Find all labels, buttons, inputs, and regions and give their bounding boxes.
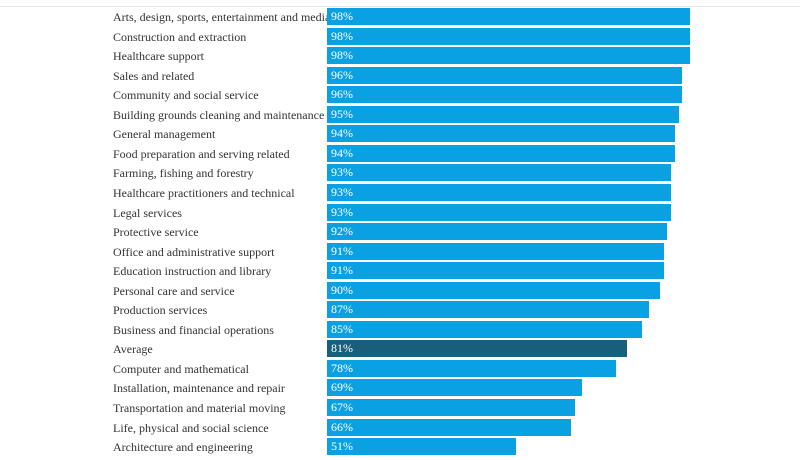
category-label: Arts, design, sports, entertainment and … (113, 10, 331, 24)
bar (327, 418, 572, 436)
top-divider (0, 6, 800, 7)
bar (327, 203, 672, 221)
bar-row-computer-and-mathematical: Computer and mathematical 78% (0, 359, 800, 380)
value-label: 81% (331, 341, 353, 356)
value-label: 94% (331, 145, 353, 160)
value-label: 96% (331, 87, 353, 102)
bar-row-legal-services: Legal services 93% (0, 203, 800, 224)
value-label: 95% (331, 106, 353, 121)
category-label: Personal care and service (113, 283, 235, 298)
category-label: Healthcare support (113, 49, 204, 64)
category-label: Protective service (113, 225, 199, 240)
bar-row-protective-service: Protective service 92% (0, 223, 800, 243)
bar (327, 8, 690, 25)
bar (327, 320, 642, 338)
category-label: Computer and mathematical (113, 361, 249, 376)
category-label: Production services (113, 303, 208, 318)
category-label: Installation, maintenance and repair (113, 381, 285, 396)
value-label: 85% (331, 321, 353, 336)
bar (327, 144, 675, 162)
bar-row-business-and-financial-operations: Business and financial operations 85% (0, 320, 800, 341)
value-label: 67% (331, 400, 353, 414)
bar-row-average: Average 81% (0, 340, 800, 360)
bar-row-life-physical-and-social-science: Life, physical and social science 66% (0, 418, 800, 439)
value-label: 92% (331, 224, 353, 239)
bar (327, 281, 660, 299)
bar (327, 183, 672, 201)
bar (327, 301, 649, 319)
category-label: Life, physical and social science (113, 420, 269, 435)
category-label: Healthcare practitioners and technical (113, 185, 295, 200)
category-label: Average (113, 342, 153, 357)
value-label: 69% (331, 380, 353, 395)
bar-row-production-services: Production services 87% (0, 301, 800, 321)
category-label: Business and financial operations (113, 322, 274, 337)
bar (327, 262, 664, 280)
bar-row-community-and-social-service: Community and social service 96% (0, 86, 800, 106)
value-label: 90% (331, 282, 353, 297)
value-label: 91% (331, 263, 353, 278)
category-label: Architecture and engineering (113, 440, 253, 455)
value-label: 66% (331, 419, 353, 434)
value-label: 87% (331, 302, 353, 317)
value-label: 98% (331, 48, 353, 63)
bar (327, 27, 690, 45)
bar-row-architecture-and-engineering: Architecture and engineering 51% (0, 438, 800, 458)
value-label: 96% (331, 67, 353, 82)
category-label: Farming, fishing and forestry (113, 166, 254, 181)
bar-row-education-instruction-and-library: Education instruction and library 91% (0, 262, 800, 282)
category-label: Food preparation and serving related (113, 146, 290, 161)
bar-row-farming-fishing-and-forestry: Farming, fishing and forestry 93% (0, 164, 800, 184)
value-label: 93% (331, 165, 353, 180)
value-label: 94% (331, 126, 353, 141)
bar-row-transportation-and-material-moving: Transportation and material moving 67% (0, 399, 800, 419)
bar-row-general-management: General management 94% (0, 125, 800, 145)
bar-row-construction-and-extraction: Construction and extraction 98% (0, 27, 800, 48)
value-label: 91% (331, 243, 353, 258)
bar-row-food-preparation-and-serving-related: Food preparation and serving related 94% (0, 144, 800, 165)
bar (327, 223, 668, 241)
value-label: 78% (331, 360, 353, 375)
category-label: Building grounds cleaning and maintenanc… (113, 107, 325, 122)
bar-row-healthcare-practitioners-and-technical: Healthcare practitioners and technical 93… (0, 183, 800, 204)
bar-row-arts-design-sports-entertainment-and-media: Arts, design, sports, entertainment and … (0, 8, 800, 28)
category-label: General management (113, 127, 216, 142)
category-label: Community and social service (113, 88, 259, 103)
bar (327, 125, 675, 143)
bar (327, 86, 683, 104)
value-label: 93% (331, 184, 353, 199)
bar-row-building-grounds-cleaning-and-maintenance: Building grounds cleaning and maintenanc… (0, 105, 800, 126)
category-label: Sales and related (113, 68, 195, 83)
bar (327, 399, 575, 416)
category-label: Legal services (113, 205, 182, 220)
category-label: Construction and extraction (113, 29, 247, 44)
bar-row-office-and-administrative-support: Office and administrative support 91% (0, 242, 800, 263)
bar-row-installation-maintenance-and-repair: Installation, maintenance and repair 69% (0, 379, 800, 399)
bar-row-personal-care-and-service: Personal care and service 90% (0, 281, 800, 302)
bar (327, 66, 683, 84)
category-label: Transportation and material moving (113, 401, 286, 415)
bar (327, 47, 690, 65)
bar (327, 340, 627, 358)
bar (327, 359, 616, 377)
bar-row-sales-and-related: Sales and related 96% (0, 66, 800, 87)
bar (327, 438, 516, 456)
bar (327, 379, 583, 397)
value-label: 93% (331, 204, 353, 219)
bar (327, 164, 672, 182)
bar (327, 105, 679, 123)
value-label: 98% (331, 28, 353, 43)
bar-row-healthcare-support: Healthcare support 98% (0, 47, 800, 67)
value-label: 98% (331, 9, 353, 23)
category-label: Office and administrative support (113, 244, 275, 259)
category-label: Education instruction and library (113, 264, 272, 279)
value-label: 51% (331, 439, 353, 454)
bar (327, 242, 664, 260)
